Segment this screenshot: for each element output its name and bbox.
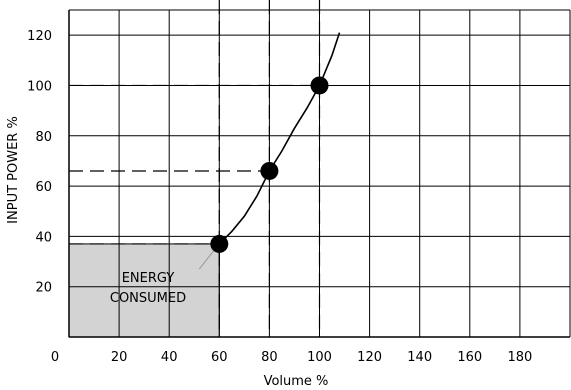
- x-axis-title: Volume %: [264, 374, 329, 389]
- x-tick-label-20: 20: [111, 350, 128, 365]
- annotation-leader: [198, 249, 215, 270]
- data-point-80: [260, 161, 279, 180]
- x-tick-label-80: 80: [261, 350, 278, 365]
- y-tick-label-60: 60: [35, 180, 52, 195]
- y-tick-label-120: 120: [27, 29, 52, 44]
- power-curve: [218, 32, 341, 245]
- x-tick-label-60: 60: [211, 350, 228, 365]
- y-tick-label-80: 80: [35, 130, 52, 145]
- x-tick-label-40: 40: [161, 350, 178, 365]
- data-point-60: [210, 234, 229, 253]
- y-tick-label-100: 100: [27, 79, 52, 94]
- x-tick-label-100: 100: [307, 350, 332, 365]
- energy-region: [68, 243, 220, 338]
- x-tick-label-0: 0: [51, 350, 59, 365]
- x-tick-label-180: 180: [507, 350, 532, 365]
- annotation-line-1: ENERGY: [122, 271, 175, 286]
- y-axis-title: INPUT POWER %: [6, 116, 21, 224]
- y-tick-label-40: 40: [35, 230, 52, 245]
- data-point-100: [310, 76, 329, 95]
- y-tick-label-20: 20: [35, 281, 52, 296]
- x-tick-label-160: 160: [457, 350, 482, 365]
- x-tick-label-140: 140: [407, 350, 432, 365]
- annotation-line-2: CONSUMED: [110, 291, 186, 306]
- x-tick-label-120: 120: [357, 350, 382, 365]
